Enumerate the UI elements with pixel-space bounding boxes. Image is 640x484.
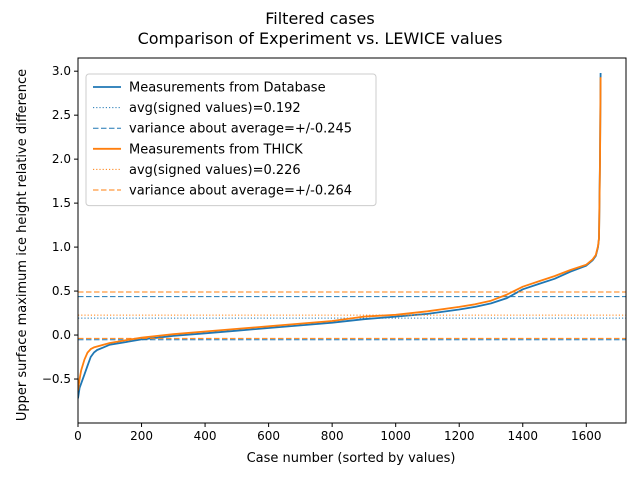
y-tick-label: 1.0 [52,240,71,254]
x-tick-label: 1000 [380,429,411,443]
axes-layer: 0 200 400 600 800 1000 1200 1400 1600 −0.5 0.0 0.5 1… [42,57,627,443]
y-axis-label: Upper surface maximum ice height relativ… [15,69,30,421]
legend-label: variance about average=+/-0.264 [129,184,352,199]
x-tick-label: 1600 [571,429,602,443]
y-tick-label: 2.0 [52,152,71,166]
x-tick-label: 1400 [507,429,538,443]
x-axis-label: Case number (sorted by values) [247,451,456,466]
x-tick-label: 200 [130,429,153,443]
legend-box [85,73,377,207]
y-tick-label: 1.5 [52,196,71,210]
x-tick-label: 0 [74,429,82,443]
legend-label: avg(signed values)=0.192 [129,101,301,116]
y-tick-label: 3.0 [52,64,71,78]
plot-frame [77,57,627,424]
plot-area [78,72,626,399]
x-tick-label: 1200 [444,429,475,443]
plot-layer [78,72,626,399]
legend: Measurements from Database avg(signed val… [85,73,377,207]
series-3-line [78,77,602,391]
chart-title: Filtered cases [265,9,374,28]
y-tick-label: 0.0 [52,328,71,342]
y-tick-label: 0.5 [52,284,71,298]
legend-label: variance about average=+/-0.245 [129,122,352,137]
y-tick-label: 2.5 [52,108,71,122]
chart-subtitle: Comparison of Experiment vs. LEWICE valu… [138,29,503,48]
legend-label: Measurements from Database [129,81,326,96]
legend-label: Measurements from THICK [129,142,303,157]
x-tick-label: 400 [194,429,217,443]
y-tick-label: −0.5 [42,372,71,386]
legend-label: avg(signed values)=0.226 [129,163,301,178]
x-tick-label: 800 [321,429,344,443]
x-tick-label: 600 [257,429,280,443]
